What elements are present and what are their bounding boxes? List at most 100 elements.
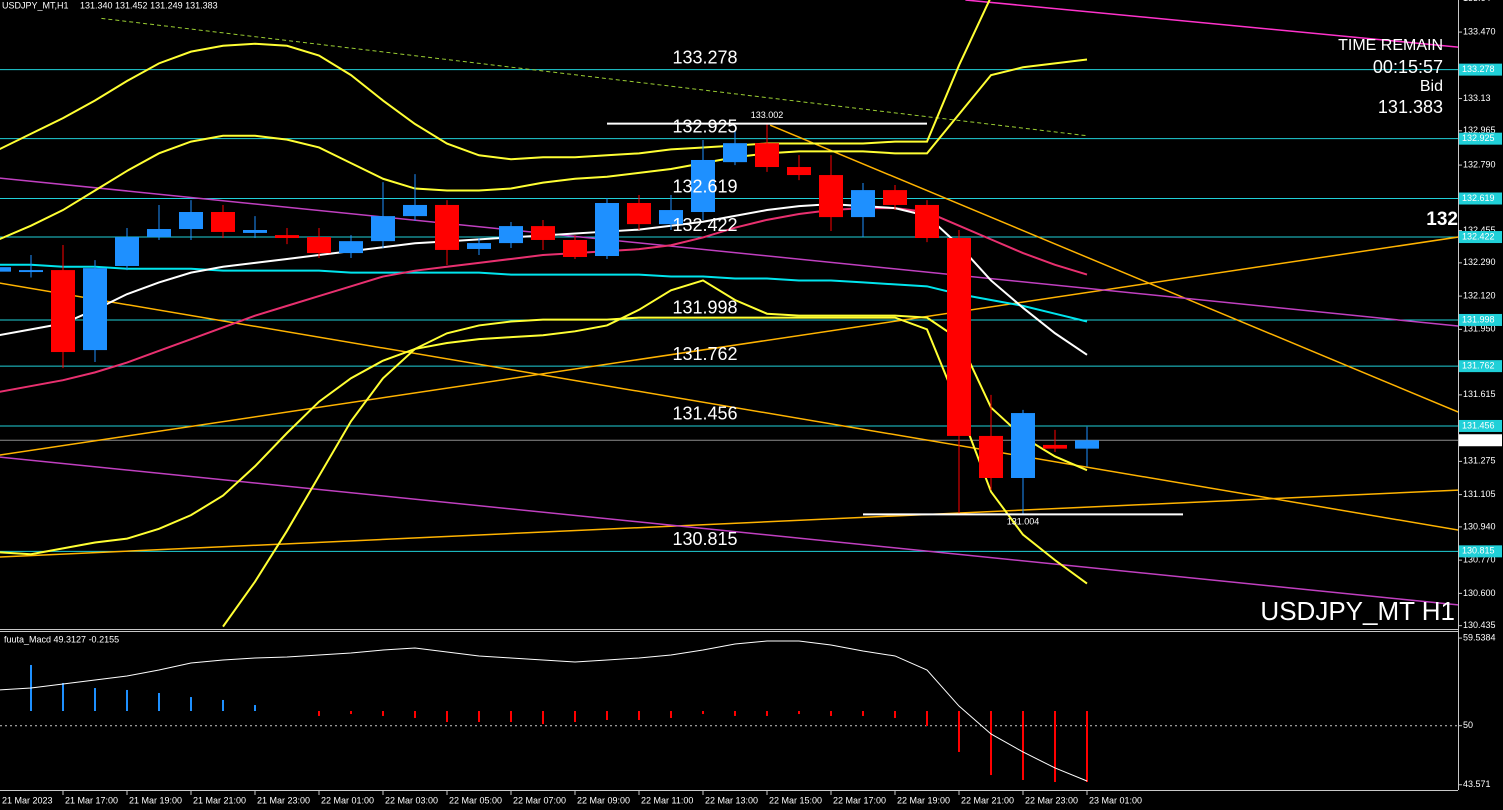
macd-line [0, 640, 1088, 782]
x-tick-label: 23 Mar 01:00 [1089, 795, 1142, 805]
histogram-bar [638, 711, 640, 721]
candle-body [1043, 444, 1067, 449]
level-label: 131.456 [672, 404, 737, 424]
histogram-bar [510, 711, 512, 723]
trendline [0, 489, 1458, 558]
candle-body [115, 237, 139, 266]
histogram-bar [222, 699, 224, 711]
y-tick-label: 59.5384 [1463, 632, 1496, 642]
y-tick-label: 132.965 [1463, 125, 1496, 135]
histogram-bar [1022, 711, 1024, 780]
candle-body [307, 237, 331, 254]
histogram-bar [542, 711, 544, 725]
y-tick-label: 132.455 [1463, 225, 1496, 235]
time-remain-label: TIME REMAIN [1338, 37, 1443, 54]
candle-body [723, 143, 747, 163]
candle-body [339, 241, 363, 254]
level-box [1459, 419, 1502, 432]
indicator-line [0, 263, 1088, 323]
level-box [1459, 63, 1502, 76]
extreme-label: 133.002 [751, 110, 784, 120]
candle-body [755, 143, 779, 168]
y-tick-label: 131.105 [1463, 489, 1496, 499]
candle-body [627, 203, 651, 225]
y-tick-label: 130.435 [1463, 620, 1496, 630]
macd-plot [0, 640, 1458, 783]
candle-body [435, 204, 459, 250]
candle-body [0, 267, 11, 272]
histogram-bar [830, 711, 832, 716]
x-tick-label: 21 Mar 2023 [2, 795, 53, 805]
x-tick-label: 21 Mar 17:00 [65, 795, 118, 805]
indicator-line [0, 0, 991, 161]
x-tick-label: 22 Mar 09:00 [577, 795, 630, 805]
time-remain: 00:15:57 [1373, 57, 1443, 77]
level-label: 131.998 [672, 298, 737, 318]
x-tick-label: 21 Mar 23:00 [257, 795, 310, 805]
histogram-bar [734, 711, 736, 716]
bid-label: Bid [1420, 78, 1443, 95]
candle-body [691, 159, 715, 213]
level-box [1459, 132, 1502, 145]
histogram-bar [254, 705, 256, 711]
trendline [101, 17, 1088, 137]
y-tick-label: 131.275 [1463, 456, 1496, 466]
x-tick-label: 22 Mar 03:00 [385, 795, 438, 805]
histogram-bar [990, 711, 992, 776]
x-tick-label: 22 Mar 13:00 [705, 795, 758, 805]
chart-title: USDJPY_MT,H1 [2, 0, 69, 10]
candle-body [211, 212, 235, 232]
histogram-bar [126, 689, 128, 711]
level-box-label: 131.762 [1462, 360, 1495, 370]
level-box-label: 131.456 [1462, 420, 1495, 430]
trendline [0, 177, 1458, 327]
candle-body [19, 270, 43, 273]
histogram-bar [190, 697, 192, 711]
extreme-label: 131.004 [1007, 517, 1040, 527]
candle-body [371, 216, 395, 242]
x-tick-label: 22 Mar 17:00 [833, 795, 886, 805]
histogram-bar [414, 711, 416, 718]
histogram-bar [94, 688, 96, 711]
y-tick-label: 131.615 [1463, 389, 1496, 399]
indicator-line [222, 316, 1088, 628]
x-tick-label: 22 Mar 07:00 [513, 795, 566, 805]
x-tick-label: 22 Mar 19:00 [897, 795, 950, 805]
level-box-label: 132.619 [1462, 193, 1495, 203]
histogram-bar [446, 711, 448, 723]
x-tick-label: 22 Mar 23:00 [1025, 795, 1078, 805]
candle-body [851, 190, 875, 218]
histogram-bar [318, 711, 320, 716]
trendline [0, 456, 1458, 606]
histogram-bar [62, 682, 64, 711]
candle-body [819, 175, 843, 218]
level-label: 131.762 [672, 344, 737, 364]
y-tick-label: 130.940 [1463, 521, 1496, 531]
candle-body [979, 435, 1003, 478]
y-tick-label: 131.950 [1463, 324, 1496, 334]
indicator-line [0, 279, 1088, 556]
level-box [1459, 545, 1502, 558]
x-tick-label: 21 Mar 21:00 [193, 795, 246, 805]
candle-body [147, 229, 171, 238]
main-plot: 133.002 131.004 133.278 132.925 132.619 132.4… [0, 0, 1458, 628]
level-label: 133.278 [672, 47, 737, 67]
level-box [1459, 231, 1502, 244]
candle-body [563, 239, 587, 257]
y-tick-label: 132.290 [1463, 257, 1496, 267]
candle-body [467, 243, 491, 249]
level-box [1459, 192, 1502, 205]
histogram-bar [958, 711, 960, 752]
candle-body [51, 270, 75, 353]
level-box-label: 132.422 [1462, 231, 1495, 241]
level-label: 132.925 [672, 116, 737, 136]
y-tick-label: 130.600 [1463, 588, 1496, 598]
x-tick-label: 22 Mar 01:00 [321, 795, 374, 805]
candle-body [947, 238, 971, 436]
x-tick-label: 22 Mar 15:00 [769, 795, 822, 805]
y-tick-label: 50 [1463, 720, 1473, 730]
histogram-bar [606, 711, 608, 721]
